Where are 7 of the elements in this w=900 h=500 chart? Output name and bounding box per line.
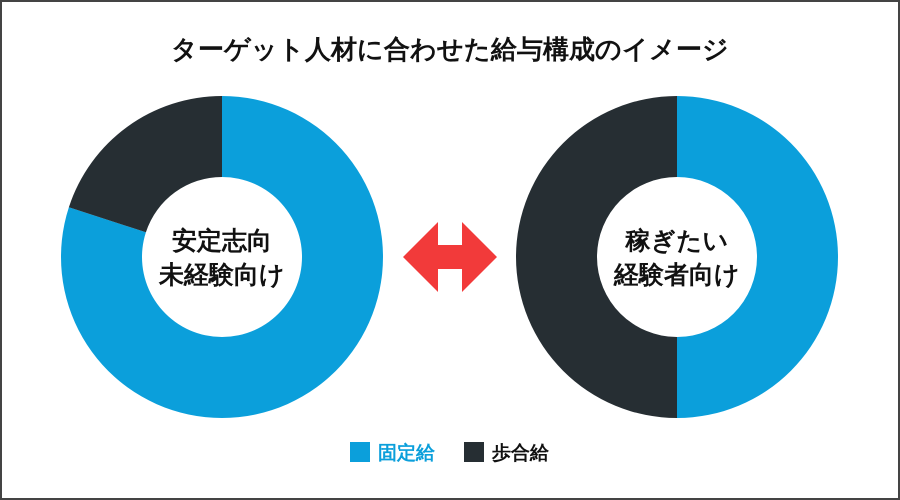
legend-label: 歩合給 [491,442,550,464]
chart-title: ターゲット人材に合わせた給与構成のイメージ [171,35,729,65]
text: 未経験向け [158,260,285,289]
text: 安定志向 [172,226,272,255]
legend-label: 固定給 [378,442,436,464]
text: 経験者向け [613,260,740,289]
text: 稼ぎたい [624,226,728,255]
